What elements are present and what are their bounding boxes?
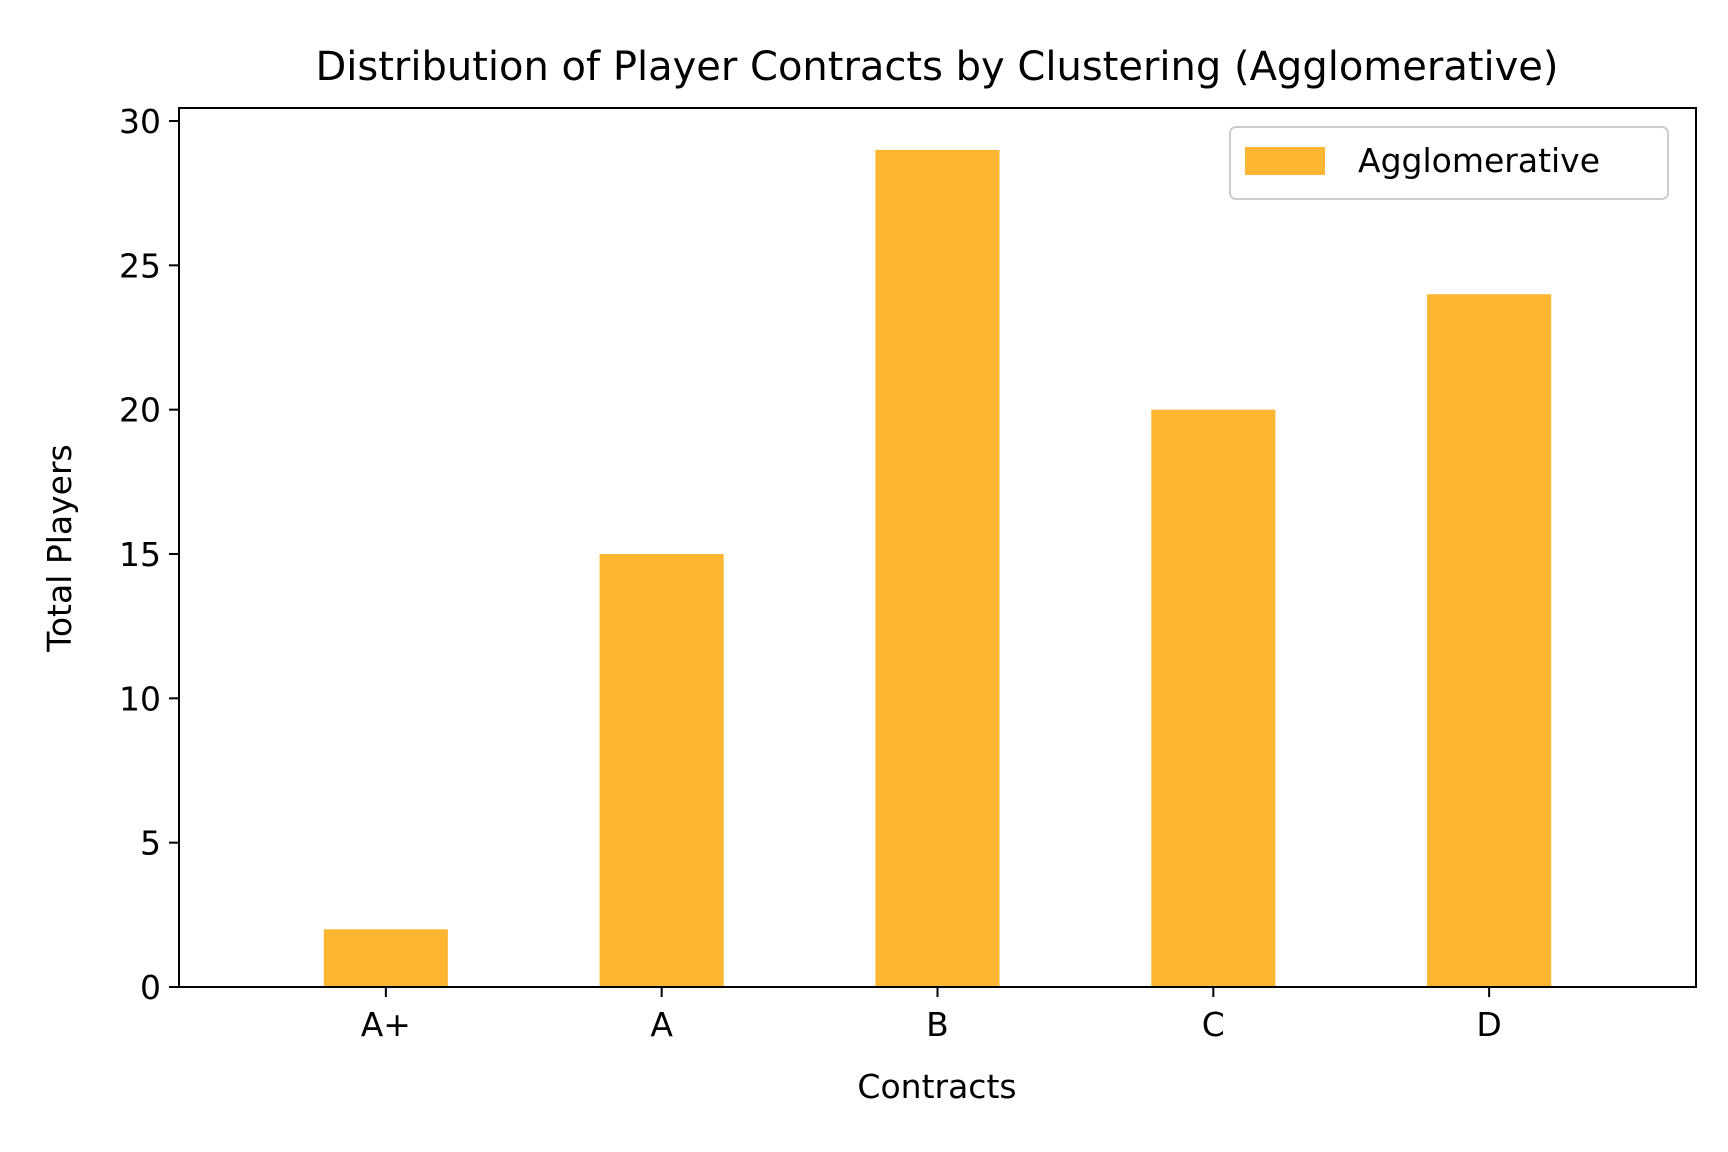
y-tick-label: 15 [119,535,161,574]
y-axis-title: Total Players [40,444,79,652]
x-tick-label: A [650,1005,673,1044]
y-tick-label: 0 [140,968,161,1007]
bar-c [1151,409,1276,987]
bars-layer [323,149,1552,987]
y-tick-label: 30 [119,102,161,141]
y-tick-label: 25 [119,246,161,285]
bar-a [599,554,724,987]
x-axis-title: Contracts [857,1067,1016,1106]
x-tick-label: D [1476,1005,1501,1044]
y-tick-label: 10 [119,679,161,718]
x-tick-label: B [926,1005,949,1044]
legend-label: Agglomerative [1358,141,1600,180]
x-axis: A+ A B C D [361,987,1502,1044]
legend: Agglomerative [1229,126,1669,200]
x-tick-label: A+ [361,1005,411,1044]
legend-frame [1229,126,1669,200]
x-tick-label: C [1202,1005,1225,1044]
y-tick-label: 20 [119,391,161,430]
chart-title: Distribution of Player Contracts by Clus… [315,44,1558,90]
y-tick-label: 5 [140,824,161,863]
legend-swatch [1245,147,1325,175]
bar-b [875,149,1000,987]
bar-a-plus [323,929,448,987]
bar-d [1427,294,1552,987]
y-axis: 0 5 10 15 20 25 30 [119,102,179,1007]
